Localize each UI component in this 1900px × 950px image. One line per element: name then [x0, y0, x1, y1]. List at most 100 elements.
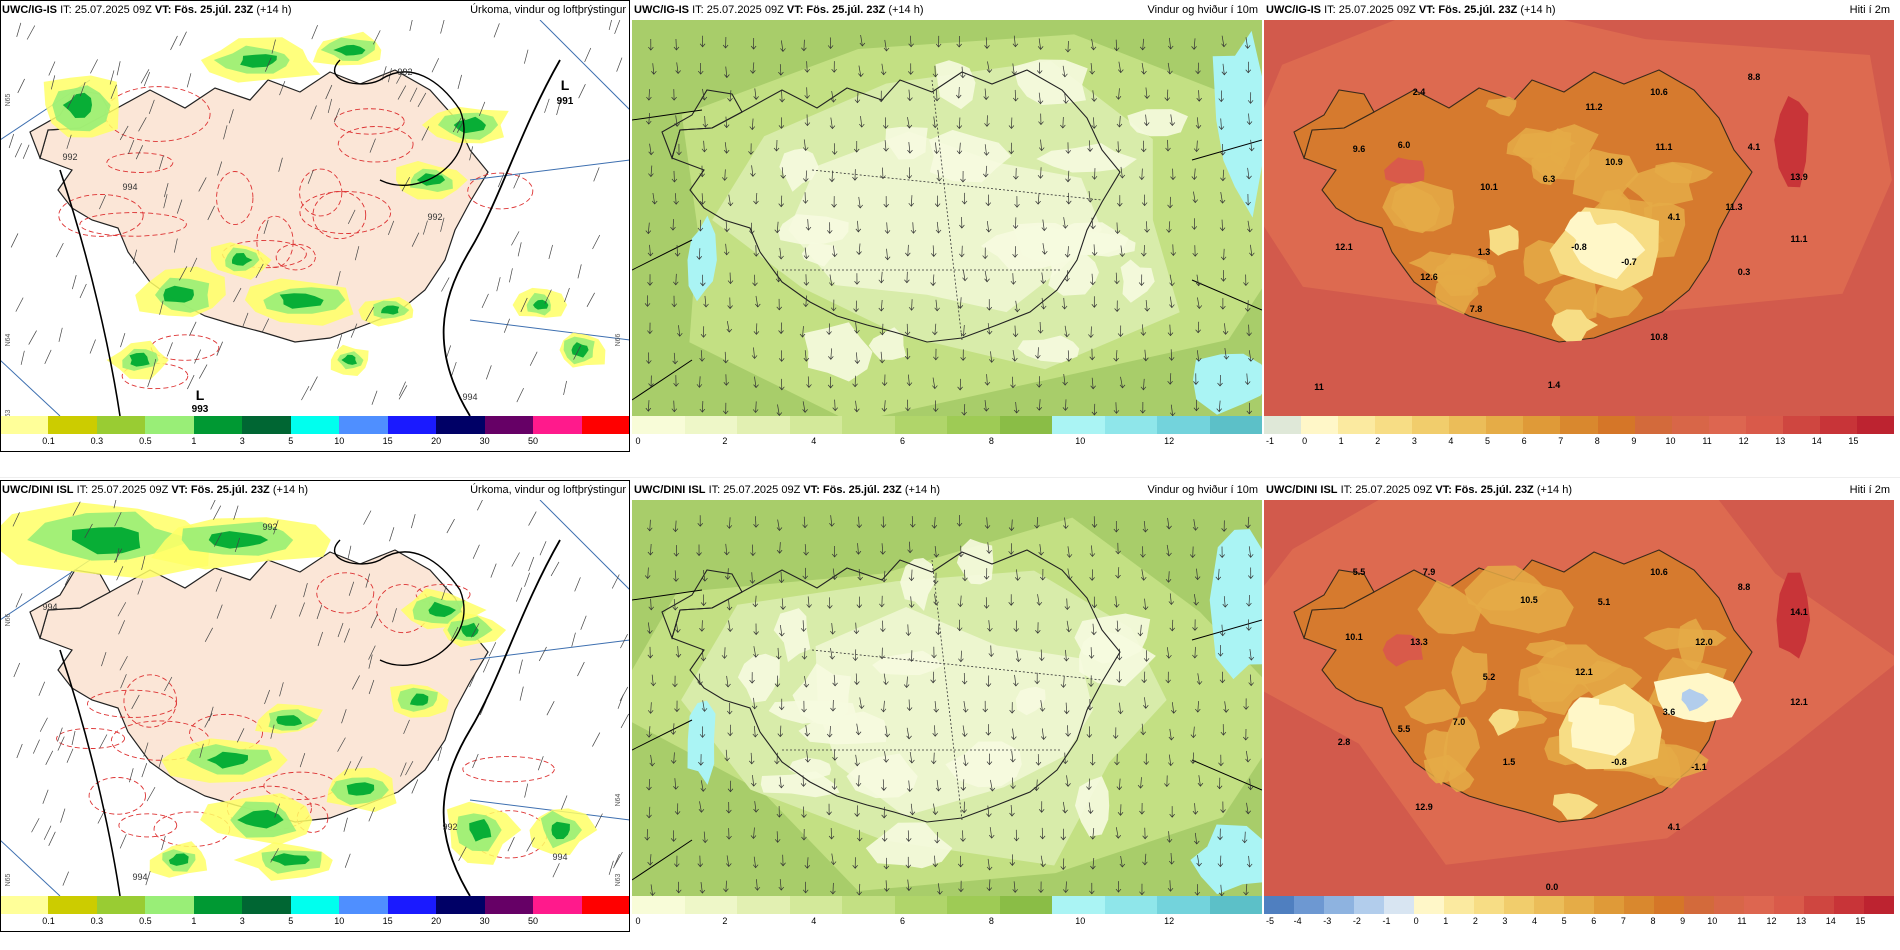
grid-line [0, 839, 61, 896]
wind-arrow-head [881, 814, 887, 819]
wind-arrow [1062, 858, 1065, 870]
wind-arrow-head [1062, 407, 1069, 411]
precip-map[interactable]: L 991 L 993 992 992 992 994 994 N65 N64 N63 N66 [0, 20, 630, 416]
wind-arrow [752, 775, 755, 787]
wind-arrow [1146, 221, 1148, 233]
wind-arrow-head [1143, 122, 1150, 127]
wind-barb [173, 238, 178, 253]
wind-speed-area [945, 741, 1022, 788]
wind-arrow-head [651, 71, 657, 75]
colorbar-tick: 2 [1472, 916, 1478, 926]
grid-line [469, 639, 630, 661]
colorbar-swatch [1354, 896, 1385, 914]
wind-barb [620, 633, 628, 649]
wind-barb [141, 555, 146, 570]
wind-arrow [959, 595, 962, 607]
grid-line [469, 799, 630, 821]
wind-arrow-head [697, 227, 704, 232]
colorbar-swatch [1597, 416, 1636, 434]
colorbar-tick: 0.3 [90, 436, 104, 446]
wind-arrow [781, 90, 783, 102]
wind-arrow-head [906, 124, 913, 129]
wind-arrow-head [776, 549, 783, 554]
wind-arrow-head [1165, 579, 1172, 583]
colorbar-swatch [1634, 416, 1673, 434]
wind-arrow-head [826, 811, 832, 816]
wind-barb [143, 742, 149, 757]
wind-arrow-head [958, 658, 964, 663]
wind-arrow [781, 598, 784, 610]
wind-arrow [1220, 192, 1223, 204]
wind-arrow-head [986, 813, 992, 818]
wind-arrow-head [854, 813, 860, 817]
wind-arrow [831, 91, 834, 103]
wind-arrow-head [1143, 357, 1149, 362]
colorbar-swatch [789, 416, 843, 434]
wind-arrow [880, 351, 883, 363]
temperature-contour [296, 803, 329, 833]
wind-barb [207, 205, 215, 221]
wind-barb [152, 358, 157, 374]
wind-barb [403, 719, 410, 734]
wind-arrow-head [1037, 46, 1044, 50]
wind-arrow-head [699, 357, 705, 362]
wind-arrow [804, 676, 807, 688]
wind-barb [310, 105, 317, 120]
wind-arrow [1166, 647, 1170, 659]
wind-arrow [754, 274, 756, 286]
temp-map[interactable]: 5.5 7.9 10.6 8.8 10.5 5.1 14.1 10.1 13.3 12.0 5.2 1… [1264, 500, 1894, 896]
wind-barb [363, 510, 372, 525]
colorbar-tick: -3 [1323, 916, 1332, 926]
colorbar-swatch [1052, 896, 1106, 914]
wind-arrow-head [935, 631, 942, 636]
wind-arrow [648, 726, 651, 738]
wind-barb [457, 74, 462, 89]
wind-arrow [1040, 167, 1042, 179]
grid-line [469, 319, 630, 341]
wind-arrow [751, 572, 753, 584]
wind-arrow-head [829, 125, 836, 130]
precip-map[interactable]: 994 992 994 992 994 N66 N65 N64 N63 [0, 500, 630, 896]
wind-arrow-head [852, 865, 858, 869]
wind-arrow-head [1060, 866, 1066, 870]
colorbar-tick: 0 [635, 916, 641, 926]
wind-barb [368, 807, 375, 822]
wind-speed-area [1127, 109, 1188, 137]
wind-arrow [701, 649, 704, 661]
wind-arrow-head [672, 528, 679, 533]
wind-arrow-head [1246, 121, 1253, 126]
wind-arrow-head [1222, 603, 1229, 608]
wind-barb [119, 834, 127, 849]
wind-arrow-head [1190, 734, 1197, 739]
wind-arrow-head [1195, 70, 1201, 75]
temp-map[interactable]: 2.4 10.6 8.8 11.2 9.6 6.0 10.9 11.1 4.1 13.9 10.1 6… [1264, 20, 1894, 416]
valid-time: Fös. 25.júl. 23Z [822, 484, 902, 496]
wind-arrow [805, 725, 808, 737]
wind-arrow [803, 806, 805, 818]
wind-arrow [1037, 347, 1039, 359]
colorbar-tick: 0 [635, 436, 641, 446]
wind-arrow-head [1008, 125, 1015, 130]
wind-arrow-head [673, 200, 679, 205]
wind-arrow [1217, 568, 1220, 580]
wind-arrow [964, 569, 966, 581]
wind-arrow [937, 883, 941, 895]
precip-colorbar: 0.1 0.3 0.5 1 3 5 10 15 20 30 50 [0, 896, 630, 932]
wind-arrow [829, 725, 831, 737]
wind-barb [440, 217, 445, 232]
wind-arrow [804, 544, 807, 556]
panel-header: UWC/IG-IS IT: 25.07.2025 09Z VT: Fös. 25… [0, 0, 630, 20]
wind-arrow-head [909, 811, 916, 816]
wind-map[interactable] [632, 500, 1262, 896]
colorbar-swatch [1864, 896, 1894, 914]
wind-arrow-head [1141, 70, 1147, 75]
wind-arrow-head [751, 355, 758, 359]
wind-map[interactable] [632, 20, 1262, 416]
wind-barb [129, 768, 134, 783]
wind-arrow-head [1245, 810, 1251, 815]
wind-arrow [830, 515, 833, 527]
wind-arrow-head [831, 553, 838, 558]
wind-arrow-head [1035, 629, 1041, 634]
wind-barb [411, 232, 420, 247]
panel-title: Úrkoma, vindur og loftþrýstingur [470, 484, 626, 496]
